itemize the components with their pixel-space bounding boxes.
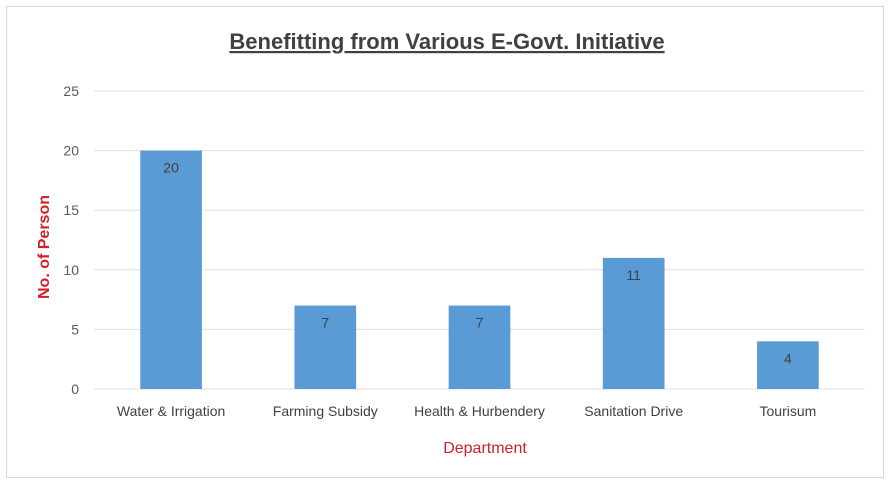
y-tick-label: 20	[63, 143, 79, 159]
x-tick-label: Health & Hurbendery	[414, 403, 545, 419]
y-tick-label: 0	[71, 381, 79, 397]
chart-title: Benefitting from Various E-Govt. Initiat…	[229, 29, 664, 54]
bar-chart: Benefitting from Various E-Govt. Initiat…	[36, 29, 865, 457]
data-labels: 20 7 7 11 4	[163, 160, 792, 367]
bars	[140, 150, 819, 389]
x-tick-label: Tourisum	[760, 403, 817, 419]
data-label: 4	[784, 350, 792, 366]
x-axis-categories: Water & Irrigation Farming Subsidy Health …	[117, 403, 816, 419]
y-tick-label: 10	[63, 262, 79, 278]
x-tick-label: Sanitation Drive	[584, 403, 683, 419]
data-label: 11	[626, 267, 641, 283]
x-tick-label: Farming Subsidy	[273, 403, 378, 419]
bar	[140, 150, 202, 389]
y-axis-ticks: 0 5 10 15 20 25	[63, 83, 79, 397]
data-label: 20	[163, 160, 179, 176]
bar	[757, 341, 819, 389]
y-axis-title: No. of Person	[36, 195, 53, 299]
bar	[448, 305, 511, 389]
bar	[294, 305, 357, 389]
x-axis-title: Department	[443, 440, 527, 457]
y-tick-label: 5	[71, 321, 79, 337]
data-label: 7	[476, 315, 484, 331]
gridlines	[94, 90, 865, 390]
bar	[602, 257, 665, 389]
y-tick-label: 15	[63, 202, 79, 218]
y-tick-label: 25	[63, 83, 79, 99]
chart-frame: Benefitting from Various E-Govt. Initiat…	[6, 6, 884, 478]
x-tick-label: Water & Irrigation	[117, 403, 225, 419]
data-label: 7	[321, 315, 329, 331]
